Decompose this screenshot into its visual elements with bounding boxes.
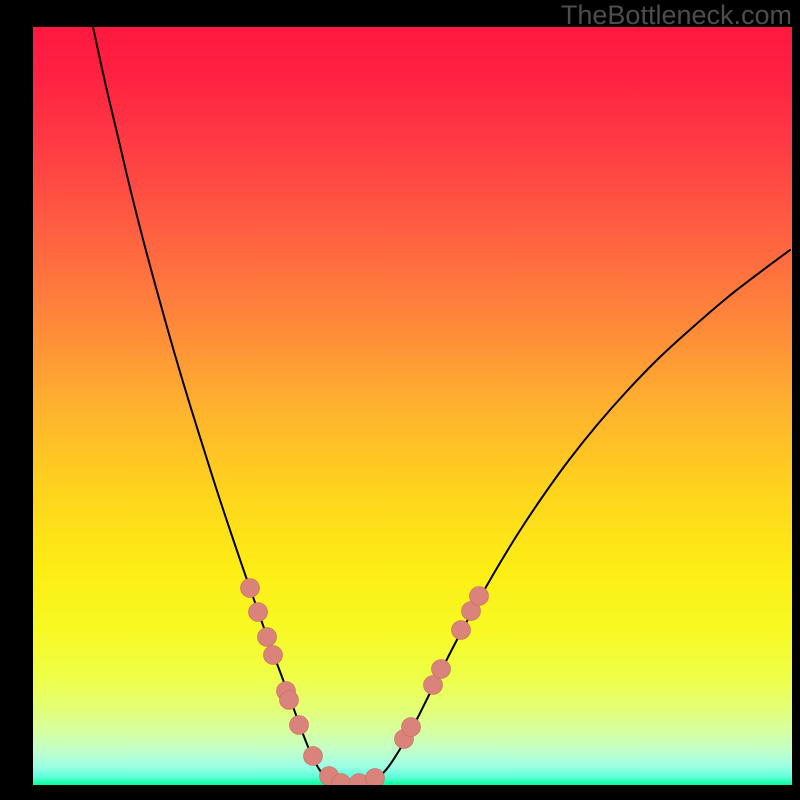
watermark-text: TheBottleneck.com [561,0,792,31]
chart-frame: TheBottleneck.com [0,0,800,800]
plot-area [33,27,792,785]
gradient-background [33,27,792,785]
